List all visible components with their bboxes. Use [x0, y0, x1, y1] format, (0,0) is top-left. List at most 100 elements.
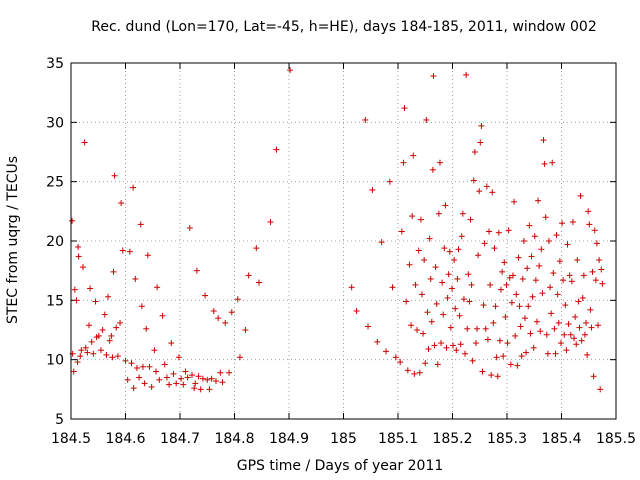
data-point [532, 277, 539, 284]
data-point [545, 238, 552, 244]
data-point [392, 354, 399, 361]
data-point [206, 386, 213, 393]
data-point [463, 71, 470, 78]
data-point [219, 379, 226, 386]
data-point [427, 275, 434, 282]
data-point [554, 291, 561, 298]
data-point [400, 159, 407, 166]
data-point [567, 331, 574, 338]
data-point [487, 281, 494, 288]
data-point [539, 290, 546, 297]
data-point [148, 383, 155, 390]
data-point [587, 306, 594, 313]
data-point [483, 183, 490, 190]
data-point [182, 368, 189, 375]
data-point [565, 321, 572, 328]
data-point [433, 300, 440, 307]
data-points [69, 67, 606, 393]
data-point [435, 210, 442, 217]
y-tick-label: 15 [46, 293, 64, 309]
data-point [79, 264, 86, 271]
data-point [516, 303, 523, 310]
data-point [184, 374, 191, 381]
data-point [71, 286, 78, 293]
data-point [581, 331, 588, 338]
data-point [490, 319, 497, 326]
data-point [69, 217, 76, 224]
data-point [70, 368, 77, 375]
data-point [154, 284, 161, 291]
data-point [144, 252, 151, 259]
data-point [584, 351, 591, 358]
data-point [99, 327, 106, 333]
data-point [409, 213, 416, 220]
data-point [514, 362, 521, 369]
data-point [436, 159, 443, 166]
y-tick-label: 5 [55, 412, 64, 428]
data-point [470, 177, 477, 184]
y-tick-label: 35 [46, 56, 64, 72]
data-point [82, 344, 89, 351]
data-point [520, 238, 527, 244]
data-point [234, 296, 241, 303]
data-point [423, 116, 430, 123]
data-point [559, 220, 566, 227]
data-point [137, 221, 144, 228]
y-tick-label: 30 [46, 115, 64, 131]
data-point [412, 281, 419, 288]
x-tick-label: 185.4 [541, 431, 581, 447]
x-tick-labels: 184.5 184.6 184.7 184.8 184.9 185 185.1 185.2 18… [51, 431, 636, 447]
data-point [242, 327, 249, 333]
data-point [138, 303, 145, 310]
data-point [543, 331, 550, 338]
data-point [475, 252, 482, 259]
data-point [553, 232, 560, 239]
data-point [420, 330, 427, 337]
data-point [117, 319, 124, 326]
data-point [398, 228, 405, 235]
x-tick-label: 184.6 [105, 431, 145, 447]
data-point [273, 146, 280, 153]
data-point [432, 264, 439, 271]
data-point [156, 376, 163, 383]
data-point [443, 344, 450, 351]
data-point [537, 328, 544, 335]
data-point [542, 214, 549, 221]
data-point [460, 296, 467, 303]
data-point [466, 298, 473, 305]
x-axis-label: GPS time / Days of year 2011 [237, 458, 444, 474]
data-point [74, 359, 81, 366]
data-point [191, 385, 198, 392]
data-point [389, 284, 396, 291]
chart-title: Rec. dund (Lon=170, Lat=-45, h=HE), days… [91, 19, 597, 35]
data-point [499, 268, 506, 275]
data-point [512, 332, 519, 339]
data-point [186, 224, 193, 231]
data-point [589, 268, 596, 275]
data-point [431, 342, 438, 349]
data-point [517, 323, 524, 330]
data-point [580, 272, 587, 279]
data-point [562, 302, 569, 309]
data-point [369, 186, 376, 193]
data-point [488, 372, 495, 379]
data-point [75, 253, 82, 260]
data-point [468, 281, 475, 288]
data-point [574, 256, 581, 263]
data-point [173, 380, 180, 387]
data-point [161, 361, 168, 368]
data-point [563, 347, 570, 354]
data-point [478, 122, 485, 129]
data-point [530, 344, 537, 351]
data-point [564, 241, 571, 248]
data-point [455, 246, 462, 253]
data-point [508, 299, 515, 306]
data-point [453, 347, 460, 354]
data-point [572, 313, 579, 320]
data-point [550, 270, 557, 277]
data-point [124, 376, 131, 383]
data-point [444, 294, 451, 301]
data-point [84, 349, 91, 356]
x-tick-label: 184.5 [51, 431, 91, 447]
data-point [467, 216, 474, 223]
